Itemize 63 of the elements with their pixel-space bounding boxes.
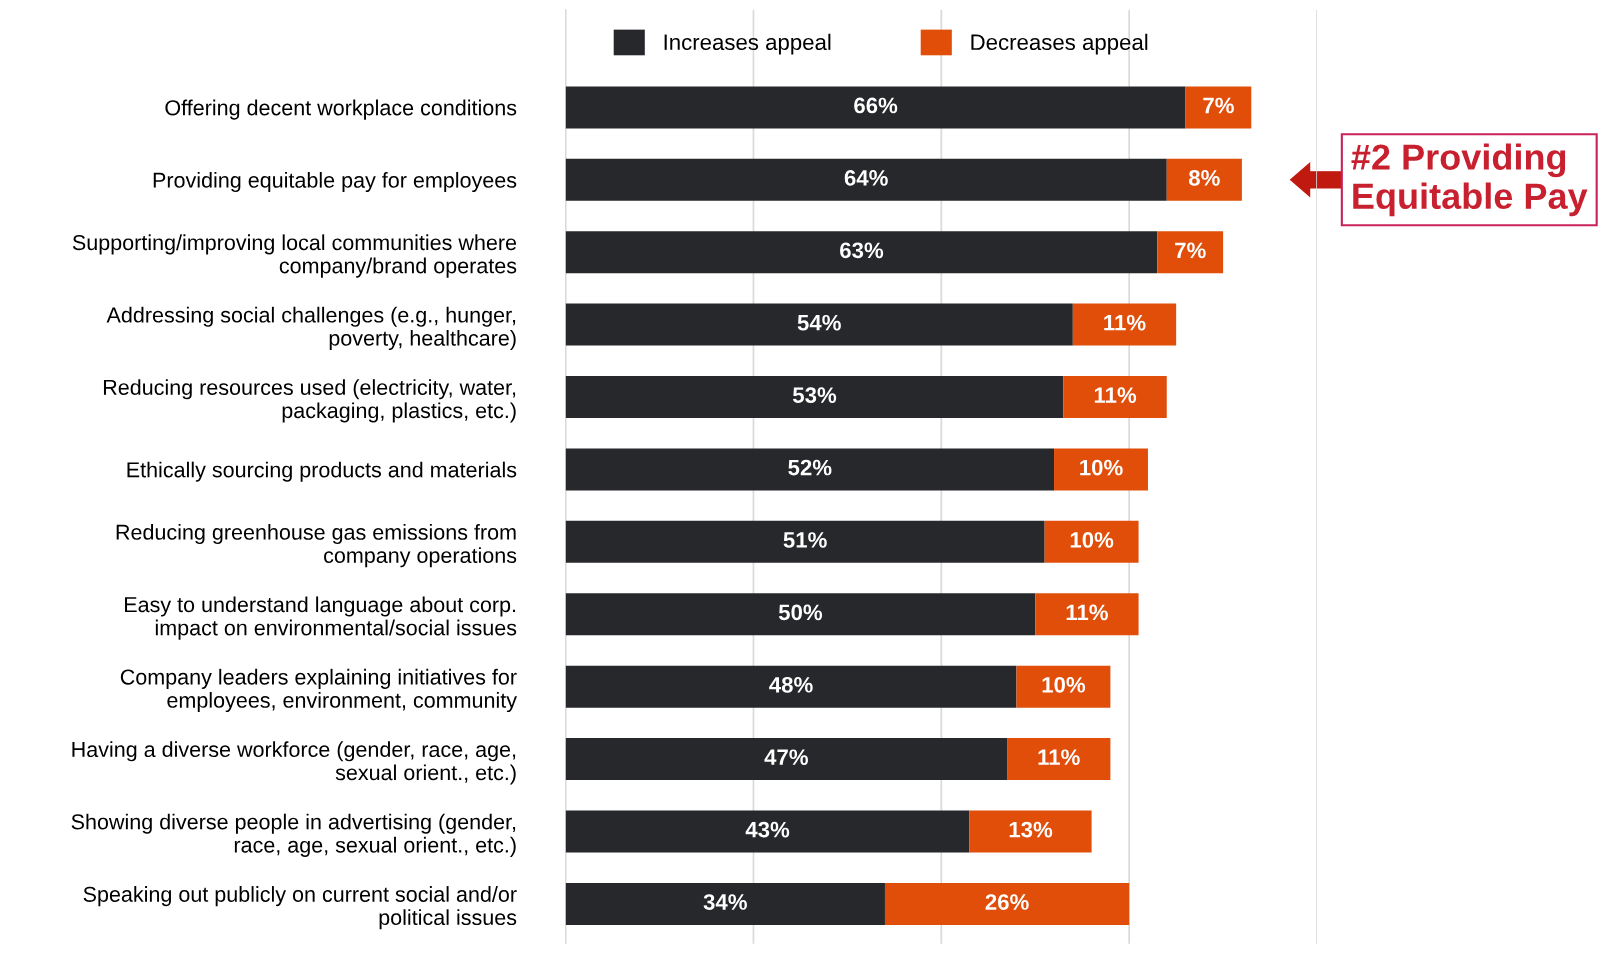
bar <box>1054 448 1148 491</box>
y-tick-label: Speaking out publicly on current social and/or political issues <box>83 886 517 930</box>
bar <box>1063 376 1167 419</box>
bar <box>1007 738 1111 781</box>
bar <box>565 665 1017 708</box>
y-tick-label: Having a diverse workforce (gender, race, age, sexual orient., etc.) <box>72 741 516 785</box>
bar <box>565 738 1008 781</box>
bar <box>565 448 1055 491</box>
bar <box>565 593 1036 636</box>
data-label: 53% <box>792 387 837 404</box>
data-label: 47% <box>764 749 808 766</box>
data-label: 26% <box>985 894 1029 910</box>
data-label: 10% <box>1042 676 1086 693</box>
bar <box>1072 303 1177 346</box>
bar <box>1016 665 1111 708</box>
data-label: 8% <box>1188 170 1220 186</box>
y-tick-label: Reducing greenhouse gas emissions from company operations <box>116 524 517 568</box>
data-label: 48% <box>769 676 813 693</box>
data-label: 11% <box>1038 749 1080 766</box>
y-tick-label: Showing diverse people in advertising (gender, race, age, sexual orient., etc.) <box>71 813 516 857</box>
data-label: 11% <box>1104 314 1146 331</box>
data-label: 10% <box>1080 459 1123 476</box>
data-label: 63% <box>840 242 884 259</box>
legend-label: Decreases appeal <box>971 33 1148 55</box>
y-tick-label: Offering decent workplace conditions <box>165 99 517 120</box>
bar <box>565 303 1073 346</box>
data-label: 54% <box>797 314 841 331</box>
text: #2 Providing Equitable Pay <box>1351 143 1588 217</box>
y-tick-label: Company leaders explaining initiatives for employees, environment, community <box>120 668 517 713</box>
data-label: 50% <box>778 604 823 621</box>
bar <box>1157 231 1224 274</box>
y-tick-label: Easy to understand language about corp. impact on environmental/social issues <box>125 596 517 640</box>
bar <box>1044 520 1139 563</box>
bar <box>565 520 1045 563</box>
bar <box>969 810 1092 853</box>
data-label: 64% <box>844 170 888 186</box>
bar <box>565 376 1064 419</box>
bar <box>1035 593 1139 636</box>
data-label: 7% <box>1175 242 1206 259</box>
bar <box>565 810 970 853</box>
y-tick-label: Providing equitable pay for employees <box>153 172 517 193</box>
data-label: 11% <box>1094 387 1137 403</box>
data-label: 7% <box>1203 97 1234 114</box>
y-tick-label: Ethically sourcing products and materials <box>127 461 517 482</box>
bar <box>565 231 1158 274</box>
bar <box>565 86 1186 129</box>
data-label: 52% <box>788 459 832 476</box>
data-label: 34% <box>703 894 747 910</box>
data-label: 11% <box>1066 604 1108 621</box>
bar <box>884 882 1130 925</box>
legend-label: Increases appeal <box>664 33 831 55</box>
bar <box>1166 158 1242 201</box>
y-tick-label: Addressing social challenges (e.g., hunger, poverty, healthcare) <box>106 306 516 351</box>
bar <box>565 158 1167 201</box>
y-tick-label: Reducing resources used (electricity, water, packaging, plastics, etc.) <box>103 379 516 423</box>
y-tick-label: Supporting/improving local communities where company/brand operates <box>72 234 517 278</box>
data-label: 13% <box>1009 821 1053 838</box>
data-label: 43% <box>745 821 790 838</box>
data-label: 51% <box>783 532 827 548</box>
bar <box>565 882 885 925</box>
bar <box>1185 86 1252 129</box>
data-label: 66% <box>854 97 898 114</box>
data-label: 10% <box>1070 532 1114 548</box>
